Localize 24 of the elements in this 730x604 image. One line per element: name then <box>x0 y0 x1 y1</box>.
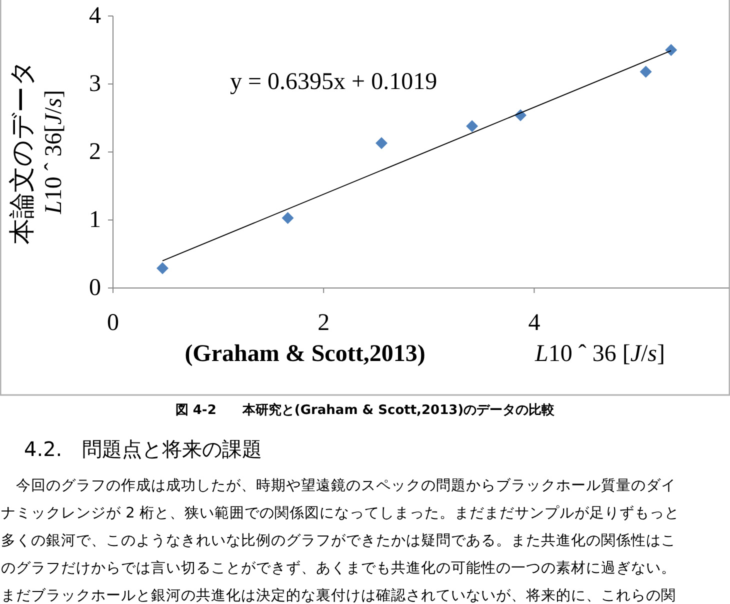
annotation: y = 0.6395x + 0.1019 <box>230 69 438 95</box>
point <box>665 44 678 56</box>
x-axis-title: (Graham & Scott,2013) <box>184 341 426 367</box>
point <box>466 120 478 132</box>
text: ナミックレンジが 2 桁と、狭い範囲での関係図になってしまった。まだまだサンプルが足りずもっと <box>1 504 680 522</box>
y-tick-label: 3 <box>89 71 101 97</box>
y-tick-label: 1 <box>89 207 101 233</box>
caption: 図 4-2 本研究と(Graham & Scott,2013)のデータの比較 <box>175 402 556 418</box>
text: 4.2. 問題点と将来の課題 <box>24 437 262 461</box>
y-tick-label: 4 <box>89 3 101 29</box>
point <box>376 137 388 150</box>
text: 今回のグラフの作成は成功したが、時期や望遠鏡のスペックの問題からブラックホール質量のダイ <box>1 477 676 494</box>
text: まだブラックホールと銀河の共進化は決定的な裏付けは確認されていないが、将来的に、これらの関 <box>1 587 676 604</box>
point <box>282 212 294 224</box>
x-tick-label: 2 <box>318 310 330 336</box>
text: のグラフだけからでは言い切ることができず、あくまでも共進化の可能性の一つの素材に過ぎない。 <box>1 560 676 576</box>
x-tick-label: 0 <box>107 310 119 336</box>
text: 多くの銀河で、このようなきれいな比例のグラフができたかは疑問である。また共進化の関係性はこ <box>1 532 676 549</box>
y-tick-label: 0 <box>89 275 101 301</box>
point <box>640 66 652 78</box>
y-tick-label: 2 <box>89 139 101 165</box>
text: L10 ˆ 36 [J/s] <box>534 341 666 367</box>
x-tick-label: 4 <box>528 310 540 336</box>
point <box>156 262 168 274</box>
